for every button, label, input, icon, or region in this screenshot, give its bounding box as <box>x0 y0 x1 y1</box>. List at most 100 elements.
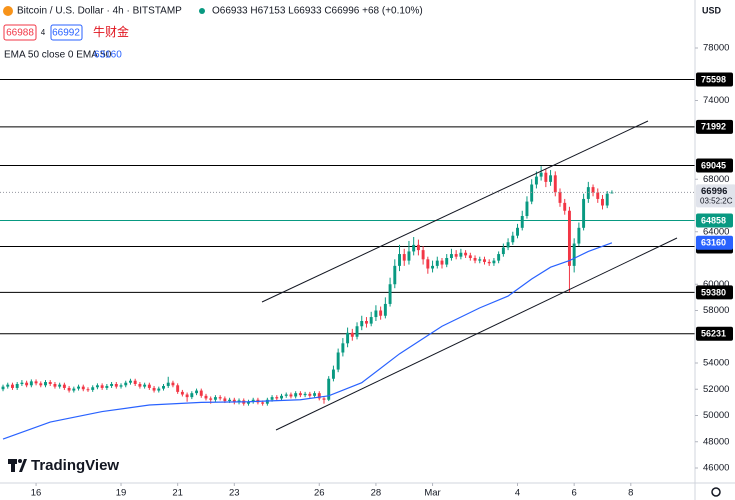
plot-area <box>0 79 695 440</box>
sell-box[interactable] <box>3 24 37 41</box>
level-label: 69045 <box>701 160 726 170</box>
candle-body <box>303 393 307 396</box>
sell-price: 66988 <box>6 28 34 39</box>
candle-body <box>247 401 250 404</box>
buy-box[interactable] <box>50 24 83 41</box>
candle-body <box>129 380 132 383</box>
candle-body <box>67 387 71 391</box>
candle-body <box>265 399 269 404</box>
logo-text: TradingView <box>31 457 119 474</box>
candle-body <box>605 193 609 206</box>
y-tick-label: 74000 <box>703 95 729 106</box>
candle-body <box>421 250 425 260</box>
candle-body <box>284 394 288 396</box>
candle-body <box>275 397 279 399</box>
watermark: 牛财金 <box>93 24 129 39</box>
y-tick-label: 60000 <box>703 279 729 290</box>
candle-body <box>218 397 222 399</box>
candle-body <box>483 259 486 262</box>
candle-body <box>105 385 109 388</box>
level-label: 71992 <box>701 122 726 132</box>
candle-body <box>298 393 302 396</box>
candle-body <box>114 383 118 387</box>
candle-body <box>91 387 95 390</box>
candle-body <box>138 383 142 387</box>
candle-body <box>449 254 453 258</box>
candle-body <box>232 399 236 403</box>
status-dot <box>199 8 205 14</box>
candle-body <box>77 386 81 389</box>
level-label: 56231 <box>701 329 726 339</box>
x-tick-label: Mar <box>424 488 440 499</box>
candle-body <box>110 383 114 386</box>
y-tick-label: 48000 <box>703 436 729 447</box>
candle-body <box>213 397 217 400</box>
candle-body <box>525 201 529 216</box>
candle-body <box>431 265 435 269</box>
candle-body <box>402 254 406 261</box>
ema-box <box>696 235 733 250</box>
settings-icon[interactable] <box>711 487 721 497</box>
x-tick-label: 21 <box>172 488 183 499</box>
ema-line <box>2 242 613 440</box>
candle-body <box>34 381 38 384</box>
candle-body <box>388 284 392 304</box>
level-label: 59380 <box>701 287 726 297</box>
candle-body <box>133 380 137 384</box>
candle-body <box>350 332 354 337</box>
y-tick-label: 68000 <box>703 174 729 185</box>
candle-body <box>86 389 90 391</box>
coin-icon <box>3 6 13 16</box>
candle-body <box>426 259 430 269</box>
level-box <box>696 158 733 173</box>
candle-body <box>511 235 515 243</box>
support-box <box>696 213 733 228</box>
level-box <box>696 119 733 134</box>
level-label: 75598 <box>701 74 726 84</box>
candle-body <box>95 385 99 388</box>
y-tick-label: 54000 <box>703 358 729 369</box>
candle-body <box>398 254 401 266</box>
candle-body <box>204 395 208 399</box>
candle-body <box>29 381 33 386</box>
x-tick-label: 19 <box>116 488 127 499</box>
x-tick-label: 26 <box>314 488 325 499</box>
candle-body <box>341 343 345 353</box>
candle-body <box>369 317 373 324</box>
candle-body <box>501 247 505 255</box>
candle-body <box>487 261 491 264</box>
candle-body <box>209 398 213 400</box>
candle-body <box>25 382 29 386</box>
candle-body <box>577 227 581 244</box>
x-tick-label: 8 <box>628 488 633 499</box>
candle-body <box>534 176 538 185</box>
countdown: 03:52:2C <box>700 197 733 206</box>
candle-body <box>119 385 123 387</box>
candle-body <box>497 254 501 261</box>
candle-body <box>412 244 416 252</box>
candle-body <box>445 257 449 265</box>
level-box <box>696 72 733 87</box>
candle-body <box>1 386 5 390</box>
candle-body <box>558 192 562 203</box>
candle-body <box>6 384 10 387</box>
candle-body <box>572 243 576 266</box>
buy-price: 66992 <box>52 28 80 39</box>
candle-body <box>44 382 47 386</box>
candle-body <box>596 192 600 199</box>
x-tick-label: 4 <box>515 488 520 499</box>
level-box <box>696 285 733 300</box>
candle-body <box>176 385 180 392</box>
candle-body <box>20 382 24 384</box>
ohlc: O66933 H67153 L66933 C66996 +68 (+0.10%) <box>212 6 423 17</box>
support-label: 64858 <box>701 215 726 225</box>
candle-body <box>440 260 444 265</box>
candle-body <box>166 382 170 386</box>
candle-body <box>280 395 283 399</box>
candle-body <box>199 390 203 396</box>
candle-body <box>544 172 548 182</box>
channel-upper <box>261 120 649 303</box>
y-tick-label: 64000 <box>703 226 729 237</box>
candle-body <box>416 244 420 251</box>
